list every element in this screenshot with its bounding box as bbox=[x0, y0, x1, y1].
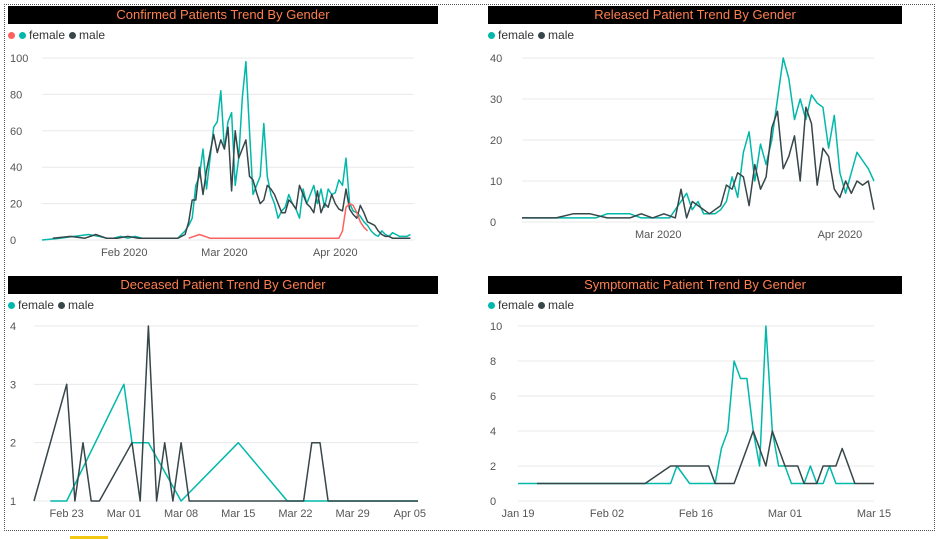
x-tick-label: Mar 01 bbox=[107, 508, 141, 520]
symptomatic-line-chart[interactable]: 0 2 4 6 8 10 Jan 19 Feb 02 Feb 16 Mar 01 Mar 15 bbox=[488, 276, 908, 526]
series-line-female[interactable] bbox=[518, 326, 855, 484]
released-line-chart[interactable]: 0 10 20 30 40 Mar 2020 Apr 2020 bbox=[488, 6, 908, 266]
y-tick-label: 10 bbox=[490, 176, 502, 188]
y-tick-label: 0 bbox=[490, 217, 496, 229]
x-tick-label: Mar 15 bbox=[857, 508, 891, 520]
x-tick-label: Mar 08 bbox=[164, 508, 198, 520]
confirmed-line-chart[interactable]: 0 20 40 60 80 100 Feb 2020 Mar 2020 Apr 2020 bbox=[8, 6, 440, 266]
y-tick-label: 2 bbox=[10, 438, 16, 450]
series-line-female[interactable] bbox=[42, 62, 410, 240]
x-tick-label: Apr 05 bbox=[394, 508, 426, 520]
y-tick-label: 4 bbox=[490, 426, 496, 438]
x-tick-label: Mar 15 bbox=[221, 508, 255, 520]
y-tick-label: 3 bbox=[10, 379, 16, 391]
canvas-scroll-edge bbox=[934, 4, 935, 531]
series-line-male[interactable] bbox=[53, 127, 411, 238]
y-tick-label: 8 bbox=[490, 356, 496, 368]
x-tick-label: Feb 23 bbox=[50, 508, 84, 520]
series-line-unknown[interactable] bbox=[189, 204, 368, 239]
y-tick-label: 40 bbox=[490, 53, 502, 65]
y-tick-label: 2 bbox=[490, 461, 496, 473]
y-tick-label: 0 bbox=[10, 235, 16, 247]
x-tick-label: Jan 19 bbox=[501, 508, 534, 520]
x-tick-label: Apr 2020 bbox=[818, 229, 863, 241]
x-tick-label: Mar 29 bbox=[336, 508, 370, 520]
y-tick-label: 6 bbox=[490, 391, 496, 403]
x-tick-label: Mar 2020 bbox=[635, 229, 681, 241]
x-tick-label: Mar 22 bbox=[278, 508, 312, 520]
x-tick-label: Mar 01 bbox=[768, 508, 802, 520]
x-tick-label: Feb 02 bbox=[590, 508, 624, 520]
y-tick-label: 20 bbox=[10, 199, 22, 211]
y-tick-label: 1 bbox=[10, 496, 16, 508]
released-chart-panel[interactable]: Released Patient Trend By Gender female … bbox=[488, 6, 908, 266]
y-tick-label: 30 bbox=[490, 94, 502, 106]
y-tick-label: 10 bbox=[490, 321, 502, 333]
x-tick-label: Apr 2020 bbox=[313, 247, 358, 259]
x-tick-label: Feb 2020 bbox=[101, 247, 147, 259]
series-line-male[interactable] bbox=[34, 326, 418, 501]
x-tick-label: Feb 16 bbox=[679, 508, 713, 520]
confirmed-chart-panel[interactable]: Confirmed Patients Trend By Gender femal… bbox=[8, 6, 440, 266]
y-tick-label: 20 bbox=[490, 135, 502, 147]
x-tick-label: Mar 2020 bbox=[201, 247, 247, 259]
deceased-chart-panel[interactable]: Deceased Patient Trend By Gender female … bbox=[8, 276, 440, 526]
deceased-line-chart[interactable]: 1 2 3 4 Feb 23 Mar 01 Mar 08 Mar 15 Mar 22 Mar 29… bbox=[8, 276, 440, 526]
y-tick-label: 100 bbox=[10, 53, 28, 65]
series-line-female[interactable] bbox=[522, 58, 874, 218]
series-line-male[interactable] bbox=[537, 431, 874, 484]
y-tick-label: 0 bbox=[490, 496, 496, 508]
y-tick-label: 40 bbox=[10, 162, 22, 174]
y-tick-label: 80 bbox=[10, 89, 22, 101]
y-tick-label: 4 bbox=[10, 321, 16, 333]
symptomatic-chart-panel[interactable]: Symptomatic Patient Trend By Gender fema… bbox=[488, 276, 908, 526]
y-tick-label: 60 bbox=[10, 126, 22, 138]
